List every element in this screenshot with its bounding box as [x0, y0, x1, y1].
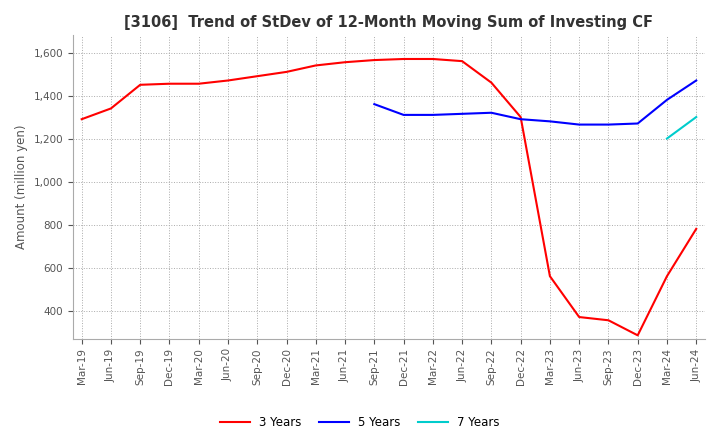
Y-axis label: Amount (million yen): Amount (million yen): [15, 125, 28, 249]
3 Years: [487, 80, 495, 85]
7 Years: [662, 136, 671, 141]
5 Years: [487, 110, 495, 115]
7 Years: [692, 114, 701, 120]
3 Years: [604, 318, 613, 323]
3 Years: [165, 81, 174, 86]
3 Years: [428, 56, 437, 62]
5 Years: [634, 121, 642, 126]
3 Years: [575, 315, 583, 320]
3 Years: [107, 106, 115, 111]
3 Years: [662, 274, 671, 279]
5 Years: [370, 102, 379, 107]
Title: [3106]  Trend of StDev of 12-Month Moving Sum of Investing CF: [3106] Trend of StDev of 12-Month Moving…: [125, 15, 654, 30]
5 Years: [428, 112, 437, 117]
3 Years: [634, 333, 642, 338]
5 Years: [458, 111, 467, 117]
3 Years: [224, 78, 233, 83]
5 Years: [662, 97, 671, 103]
5 Years: [400, 112, 408, 117]
3 Years: [136, 82, 145, 88]
5 Years: [692, 78, 701, 83]
3 Years: [370, 58, 379, 63]
3 Years: [516, 114, 525, 120]
Line: 7 Years: 7 Years: [667, 117, 696, 139]
Line: 3 Years: 3 Years: [81, 59, 696, 335]
3 Years: [253, 73, 261, 79]
3 Years: [194, 81, 203, 86]
5 Years: [604, 122, 613, 127]
5 Years: [575, 122, 583, 127]
3 Years: [400, 56, 408, 62]
3 Years: [312, 63, 320, 68]
3 Years: [341, 59, 349, 65]
Legend: 3 Years, 5 Years, 7 Years: 3 Years, 5 Years, 7 Years: [215, 412, 505, 434]
3 Years: [77, 117, 86, 122]
5 Years: [516, 117, 525, 122]
5 Years: [546, 119, 554, 124]
3 Years: [282, 69, 291, 74]
Line: 5 Years: 5 Years: [374, 81, 696, 125]
3 Years: [546, 274, 554, 279]
3 Years: [458, 59, 467, 64]
3 Years: [692, 226, 701, 231]
